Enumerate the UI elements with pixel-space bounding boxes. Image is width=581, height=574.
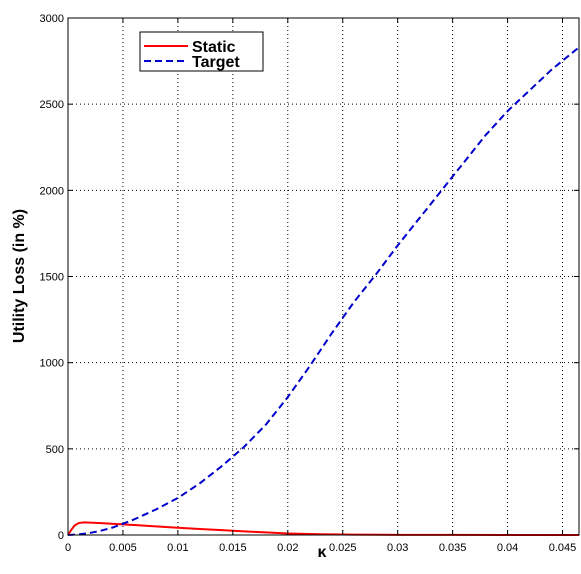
legend: Static Target — [139, 31, 264, 72]
series-line-target — [67, 46, 580, 536]
legend-box — [139, 31, 264, 72]
x-tick-label: 0.01 — [167, 542, 188, 554]
x-axis-title: κ — [318, 544, 327, 561]
y-tick-label: 500 — [46, 444, 64, 456]
x-tick-label: 0.03 — [387, 542, 408, 554]
x-tick-label: 0.02 — [277, 542, 298, 554]
x-tick-label: 0.04 — [497, 542, 518, 554]
y-tick-label: 1500 — [40, 272, 64, 284]
x-tick-label: 0.015 — [219, 542, 247, 554]
plot-area — [68, 18, 579, 535]
x-tick-label: 0.025 — [329, 542, 357, 554]
y-axis-title: Utility Loss (in %) — [11, 209, 28, 343]
legend-label-target: Target — [192, 54, 240, 71]
x-tick-label: 0.035 — [439, 542, 467, 554]
axis-ticks: 0 0.005 0.01 0.015 0.02 0.025 0.03 0.035 0.04 0.0… — [40, 13, 579, 554]
x-tick-label: 0.005 — [109, 542, 137, 554]
legend-label-static: Static — [192, 39, 236, 56]
x-tick-label: 0.045 — [549, 542, 577, 554]
y-tick-label: 3000 — [40, 13, 64, 25]
y-tick-label: 0 — [58, 530, 64, 542]
x-tick-label: 0 — [65, 542, 71, 554]
y-tick-label: 2500 — [40, 99, 64, 111]
y-tick-label: 1000 — [40, 358, 64, 370]
y-tick-label: 2000 — [40, 185, 64, 197]
